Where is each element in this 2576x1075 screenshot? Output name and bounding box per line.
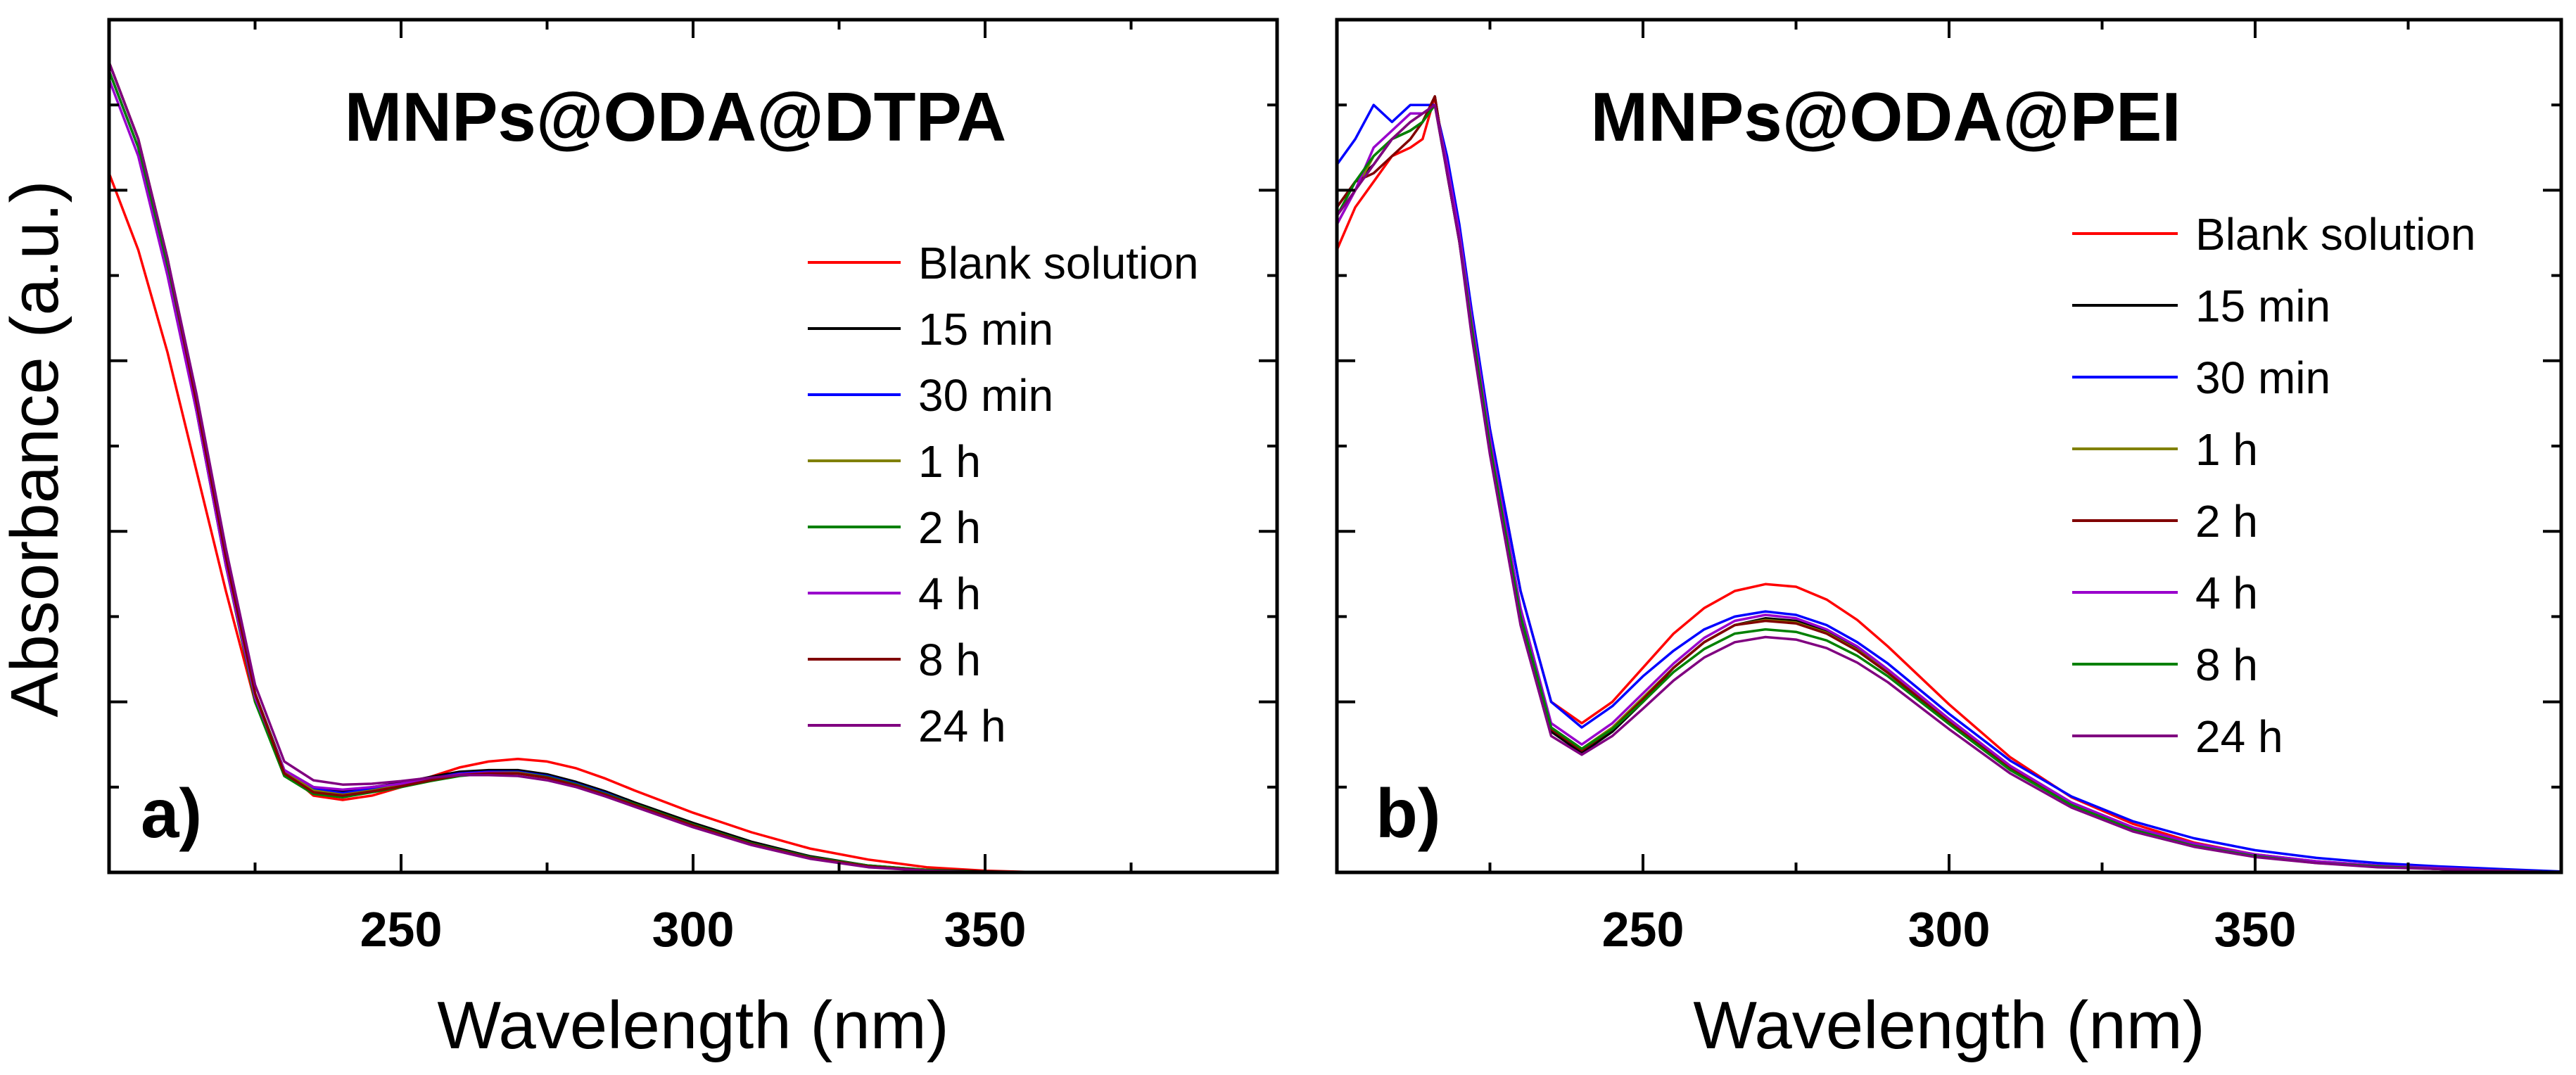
legend-item-label: 8 h (918, 635, 981, 685)
series-line (109, 61, 1277, 872)
x-axis-label: Wavelength (nm) (1693, 988, 2204, 1063)
x-tick-label: 300 (1908, 902, 1991, 957)
panel-title: MNPs@ODA@DTPA (345, 78, 1007, 155)
series-line (1337, 103, 2561, 872)
legend-item-label: 4 h (918, 568, 981, 619)
legend: Blank solution 15 min 30 min 1 h 2 h 4 h 8 h 24… (2072, 209, 2475, 762)
legend-item-label: 2 h (918, 502, 981, 553)
legend-item-label: 8 h (2195, 640, 2258, 690)
panel-a: 250 300 350 Wavelength (nm) MNPs@ODA@DTPA a) B… (107, 18, 1279, 1063)
series-line (109, 61, 1277, 872)
y-axis-label: Absorbance (a.u.) (0, 180, 72, 717)
legend-item-label: 24 h (918, 701, 1006, 751)
legend-item-label: 1 h (2195, 424, 2258, 475)
x-tick-label: 350 (944, 902, 1027, 957)
series-group (1337, 95, 2561, 872)
legend-item-label: 24 h (2195, 711, 2283, 762)
x-tick-label: 300 (652, 902, 735, 957)
panel-label: a) (141, 775, 202, 852)
legend-item-label: 2 h (2195, 496, 2258, 547)
legend-item-label: 15 min (918, 304, 1053, 355)
x-tick-label: 250 (360, 902, 443, 957)
legend: Blank solution 15 min 30 min 1 h 2 h 4 h 8 h 24… (808, 238, 1198, 751)
x-axis-label: Wavelength (nm) (437, 988, 948, 1063)
legend-item-label: Blank solution (2195, 209, 2475, 260)
x-tick-label: 350 (2214, 902, 2297, 957)
series-line (109, 70, 1277, 872)
x-tick-label: 250 (1602, 902, 1684, 957)
legend-item-label: 30 min (918, 370, 1053, 421)
legend-item-label: 1 h (918, 436, 981, 487)
series-line (109, 70, 1277, 872)
legend-item-label: 15 min (2195, 281, 2330, 331)
legend-item-label: 4 h (2195, 568, 2258, 618)
legend-item-label: Blank solution (918, 238, 1198, 288)
series-group (109, 61, 1277, 872)
series-line (109, 61, 1277, 872)
panel-title: MNPs@ODA@PEI (1590, 78, 2181, 155)
series-line (109, 79, 1277, 872)
legend-item-label: 30 min (2195, 352, 2330, 403)
series-line (109, 61, 1277, 872)
panel-label: b) (1376, 775, 1441, 852)
